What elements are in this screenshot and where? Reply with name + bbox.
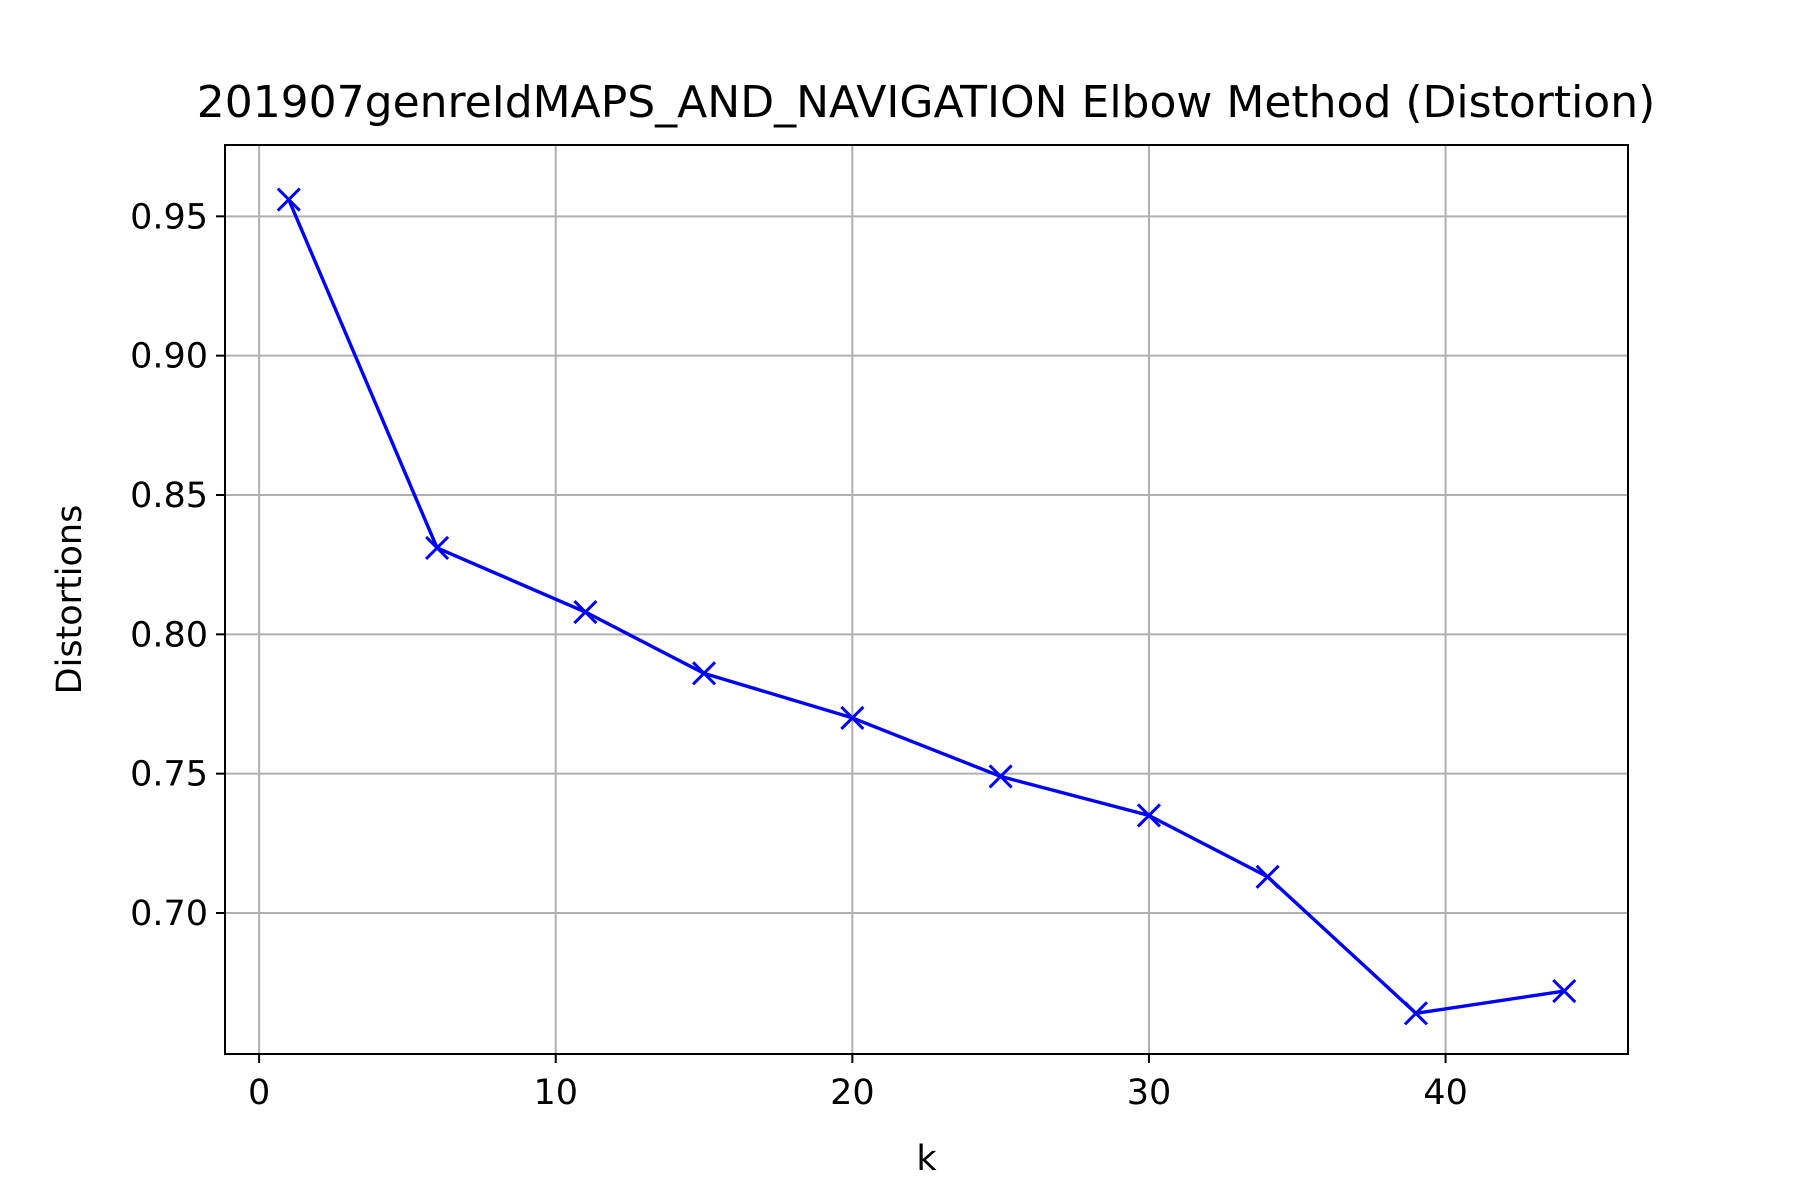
- x-tick-label: 0: [248, 1073, 270, 1113]
- y-axis-label: Distortions: [50, 505, 90, 695]
- x-tick-label: 30: [1127, 1073, 1172, 1113]
- data-point-marker: [840, 705, 865, 730]
- data-point-marker: [691, 661, 717, 686]
- axes-frame: [224, 144, 1629, 1055]
- x-axis-label: k: [916, 1139, 937, 1179]
- data-point-marker: [1136, 803, 1162, 828]
- data-point-marker: [1255, 864, 1280, 889]
- data-point-marker: [276, 187, 301, 212]
- x-tick-label: 40: [1423, 1073, 1468, 1113]
- y-tick-label: 0.95: [130, 197, 208, 237]
- chart-title: 201907genreIdMAPS_AND_NAVIGATION Elbow M…: [197, 77, 1656, 128]
- data-point-marker: [573, 599, 598, 625]
- y-tick-label: 0.85: [130, 476, 208, 516]
- x-tick-label: 10: [533, 1073, 578, 1113]
- data-point-marker: [425, 535, 450, 561]
- data-point-marker: [1403, 1001, 1428, 1026]
- x-tick-label: 20: [830, 1073, 875, 1113]
- grid-lines: [225, 145, 1628, 1054]
- data-point-marker: [988, 764, 1013, 789]
- data-point-marker: [1552, 978, 1577, 1004]
- series-line: [287, 198, 1565, 1016]
- y-tick-label: 0.70: [130, 894, 208, 934]
- y-tick-label: 0.90: [130, 337, 208, 377]
- y-tick-label: 0.75: [130, 755, 208, 795]
- y-tick-label: 0.80: [130, 615, 208, 655]
- ticks: 0 10 20 30 40 0.70 0.75 0.80 0.85 0.90 0.95: [130, 197, 1468, 1113]
- series-layer: [276, 187, 1577, 1026]
